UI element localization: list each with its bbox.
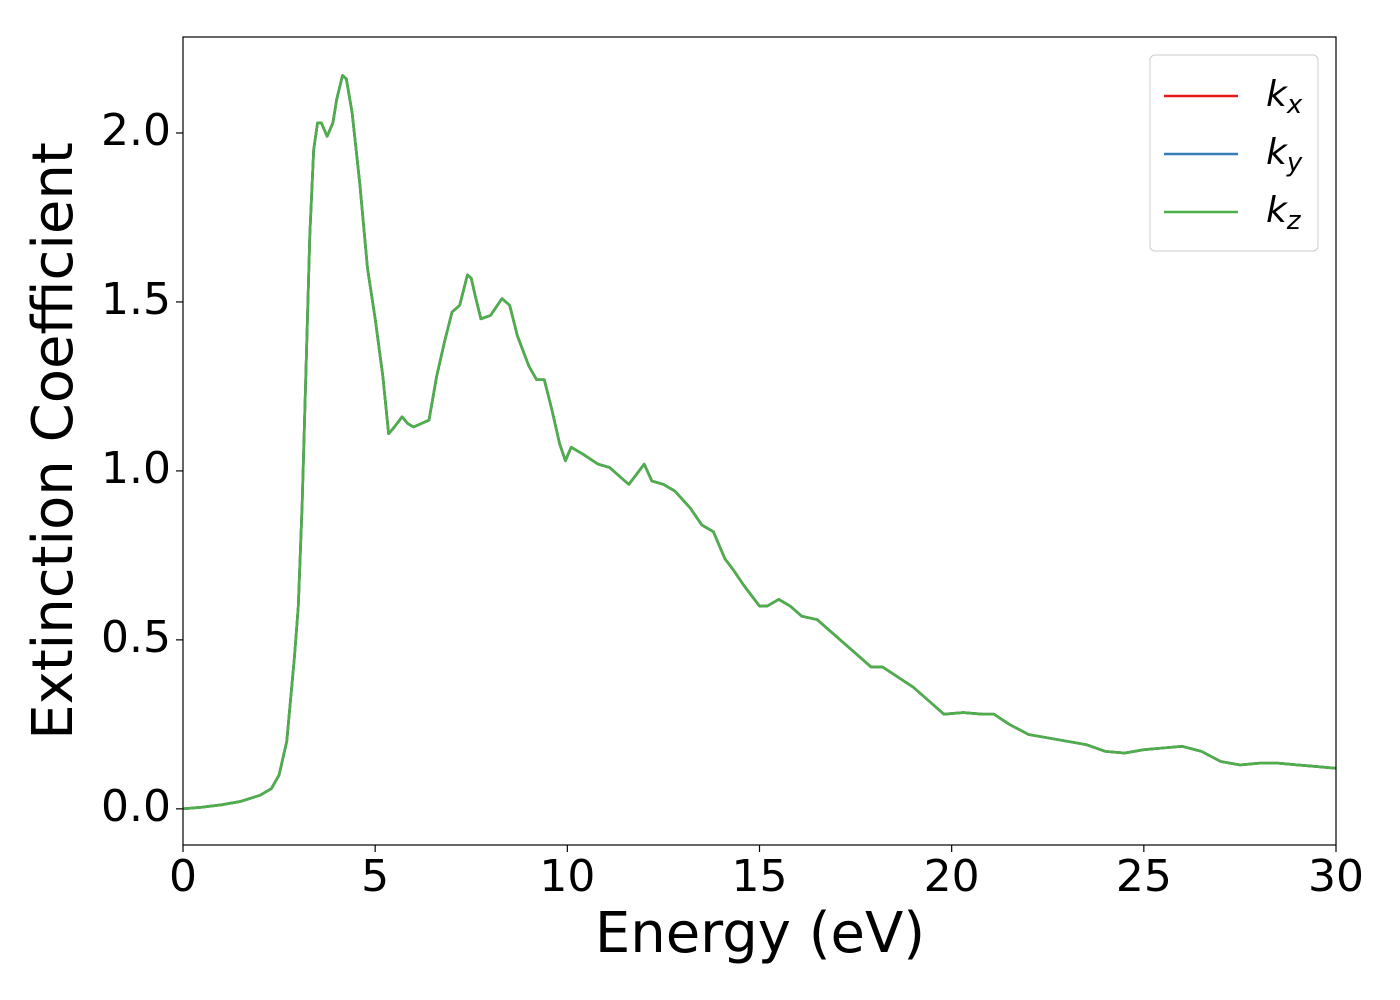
- x-tick-label: 25: [1116, 851, 1172, 902]
- y-tick-label: 0.0: [101, 781, 171, 832]
- x-axis-label: Energy (eV): [595, 901, 925, 966]
- legend-label: ky: [1266, 132, 1303, 178]
- y-axis-label: Extinction Coefficient: [21, 142, 86, 740]
- x-tick-label: 0: [169, 851, 197, 902]
- x-tick-label: 15: [732, 851, 788, 902]
- legend-label: kx: [1266, 74, 1303, 120]
- x-tick-label: 10: [539, 851, 595, 902]
- y-tick-label: 1.0: [101, 443, 171, 494]
- x-tick-label: 5: [361, 851, 389, 902]
- x-tick-label: 30: [1308, 851, 1364, 902]
- plot-frame: [182, 36, 1337, 846]
- data-line: [182, 74, 1337, 811]
- x-tick-label: 20: [924, 851, 980, 902]
- y-tick-label: 1.5: [101, 274, 171, 325]
- y-tick-label: 0.5: [101, 612, 171, 663]
- y-tick-label: 2.0: [101, 105, 171, 156]
